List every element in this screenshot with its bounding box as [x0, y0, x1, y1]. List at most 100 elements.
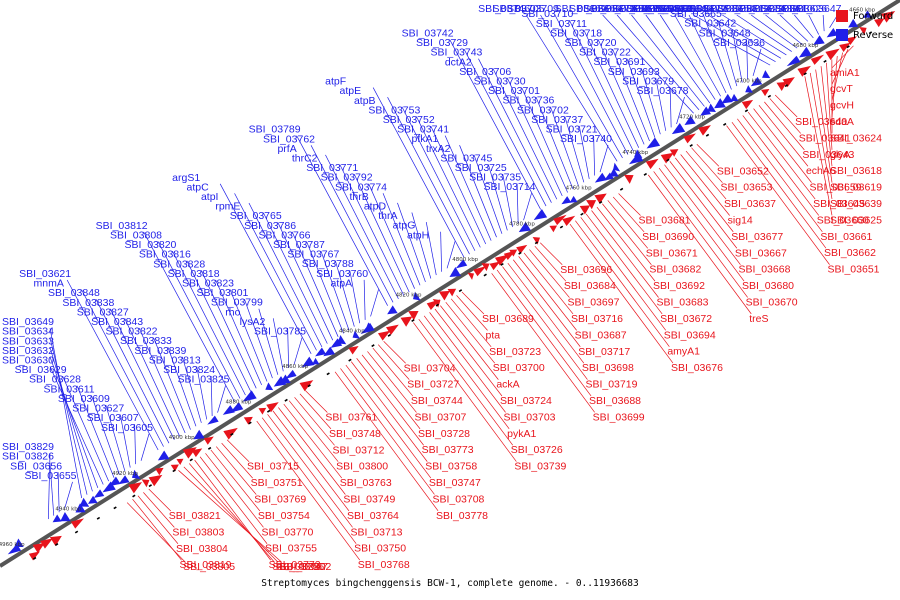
reverse-gene-label[interactable]: atpB [354, 95, 376, 107]
reverse-gene-label[interactable]: SBI_03714 [484, 181, 536, 193]
forward-gene-label[interactable]: SBI_03821 [169, 510, 221, 522]
forward-gene-label[interactable]: glyA [830, 149, 850, 161]
reverse-gene-label[interactable]: SBI_03627 [72, 403, 124, 415]
forward-gene-arrow[interactable] [494, 254, 509, 266]
reverse-gene-label[interactable]: SBI_03823 [182, 278, 234, 290]
forward-gene-arrow[interactable] [49, 535, 62, 547]
forward-gene-arrow[interactable] [553, 214, 567, 226]
forward-gene-label[interactable]: SBI_03750 [354, 543, 406, 555]
reverse-gene-label[interactable]: SBI_03787 [273, 239, 325, 251]
reverse-gene-arrow[interactable] [684, 115, 696, 126]
reverse-gene-label[interactable]: SBI_03691 [593, 56, 645, 68]
reverse-gene-label[interactable]: SBI_03605 [101, 422, 153, 434]
reverse-gene-arrow[interactable] [750, 76, 763, 87]
reverse-gene-arrow[interactable] [352, 330, 360, 339]
reverse-gene-arrow[interactable] [360, 322, 375, 334]
forward-gene-arrow[interactable] [741, 99, 754, 110]
reverse-gene-label[interactable]: SBI_03710 [521, 8, 573, 20]
forward-gene-label[interactable]: SBI_03724 [500, 395, 552, 407]
reverse-gene-label[interactable]: SBI_03725 [455, 162, 507, 174]
forward-gene-label[interactable]: SBI_03803 [172, 526, 224, 538]
forward-gene-label[interactable]: SBI_03699 [593, 411, 645, 423]
forward-gene-label[interactable]: SBI_03653 [720, 182, 772, 194]
forward-gene-arrow[interactable] [874, 18, 885, 28]
reverse-gene-label[interactable]: SBI_03771 [306, 162, 358, 174]
reverse-gene-label[interactable]: SBI_03760 [316, 268, 368, 280]
reverse-gene-label[interactable]: thrA [378, 210, 397, 222]
reverse-gene-label[interactable]: SBI_03665 [670, 8, 722, 20]
forward-gene-label[interactable]: SBI_03704 [404, 362, 456, 374]
forward-gene-label[interactable]: SBI_03713 [351, 526, 403, 538]
reverse-gene-label[interactable]: SBI_03669 [555, 3, 607, 15]
reverse-gene-arrow[interactable] [157, 450, 170, 461]
reverse-gene-label[interactable]: argS1 [172, 172, 200, 184]
reverse-gene-label[interactable]: SBI_03633 [2, 335, 54, 347]
forward-gene-label[interactable]: SBI_03773 [422, 444, 474, 456]
forward-gene-arrow[interactable] [797, 65, 811, 77]
reverse-gene-label[interactable]: SBI_03701 [488, 85, 540, 97]
reverse-gene-label[interactable]: SBI_03824 [163, 364, 215, 376]
forward-gene-label[interactable]: SBI_03670 [746, 296, 798, 308]
reverse-gene-label[interactable]: SBI_03630 [2, 355, 54, 367]
forward-gene-arrow[interactable] [481, 263, 490, 272]
reverse-gene-label[interactable]: SBI_03740 [560, 133, 612, 145]
forward-gene-label[interactable]: SBI_03681 [639, 215, 691, 227]
forward-gene-label[interactable]: SBI_03758 [425, 461, 477, 473]
reverse-gene-label[interactable]: SBI_03838 [62, 297, 114, 309]
reverse-gene-arrow[interactable] [315, 347, 327, 357]
forward-gene-label[interactable]: SBI_03687 [575, 329, 627, 341]
reverse-gene-label[interactable]: SBI_03848 [48, 287, 100, 299]
forward-gene-arrow[interactable] [881, 11, 896, 23]
forward-gene-arrow[interactable] [191, 448, 203, 458]
forward-gene-label[interactable]: SBI_03696 [560, 264, 612, 276]
reverse-gene-arrow[interactable] [707, 103, 716, 112]
forward-gene-arrow[interactable] [266, 402, 279, 413]
reverse-gene-label[interactable]: SBI_03623 [732, 3, 784, 15]
reverse-gene-arrow[interactable] [848, 18, 859, 28]
reverse-gene-arrow[interactable] [721, 93, 733, 104]
reverse-gene-label[interactable]: SBI_03753 [368, 104, 420, 116]
forward-gene-arrow[interactable] [176, 458, 184, 466]
reverse-gene-label[interactable]: atpG [393, 220, 416, 232]
forward-gene-arrow[interactable] [839, 42, 851, 53]
forward-gene-arrow[interactable] [579, 205, 591, 215]
forward-gene-label[interactable]: sdaA [830, 116, 854, 128]
reverse-gene-label[interactable]: SBI_03829 [2, 441, 54, 453]
forward-gene-label[interactable]: SBI_03764 [347, 510, 399, 522]
reverse-gene-arrow[interactable] [594, 172, 607, 183]
reverse-gene-label[interactable]: SBI_03649 [2, 316, 54, 328]
reverse-gene-arrow[interactable] [14, 538, 24, 547]
forward-gene-arrow[interactable] [155, 467, 164, 476]
reverse-gene-arrow[interactable] [79, 497, 90, 507]
reverse-gene-arrow[interactable] [700, 106, 711, 116]
forward-gene-label[interactable]: SBI_03747 [429, 477, 481, 489]
reverse-gene-label[interactable]: atpD [364, 201, 387, 213]
reverse-gene-arrow[interactable] [455, 259, 468, 269]
reverse-gene-arrow[interactable] [337, 335, 347, 345]
reverse-gene-arrow[interactable] [118, 475, 130, 485]
forward-gene-label[interactable]: SBI_03652 [717, 165, 769, 177]
reverse-gene-label[interactable]: atpF [325, 76, 346, 88]
forward-gene-label[interactable]: treS [749, 313, 768, 325]
reverse-gene-label[interactable]: SBI_03742 [402, 27, 454, 39]
forward-gene-arrow[interactable] [348, 346, 359, 355]
reverse-gene-label[interactable]: SBI_03722 [579, 47, 631, 59]
reverse-gene-label[interactable]: SBI_03705 [493, 3, 545, 15]
reverse-gene-label[interactable]: SBI_03766 [259, 229, 311, 241]
reverse-gene-label[interactable]: SBI_03745 [440, 152, 492, 164]
reverse-gene-label[interactable]: SBI_03737 [531, 114, 583, 126]
forward-gene-arrow[interactable] [810, 54, 825, 65]
forward-gene-label[interactable]: SBI_03618 [830, 165, 882, 177]
forward-gene-label[interactable]: SBI_03772 [269, 559, 321, 571]
reverse-gene-label[interactable]: SBI_03828 [153, 258, 205, 270]
reverse-gene-label[interactable]: SBI_03658 [598, 3, 650, 15]
reverse-gene-label[interactable]: SBI_03711 [536, 18, 587, 30]
forward-gene-label[interactable]: SBI_03683 [657, 297, 709, 309]
forward-gene-label[interactable]: SBI_03688 [589, 395, 641, 407]
forward-gene-label[interactable]: SBI_03660 [817, 214, 869, 226]
forward-gene-label[interactable]: SBI_03694 [664, 329, 716, 341]
forward-gene-label[interactable]: SBI_03715 [247, 461, 299, 473]
reverse-gene-arrow[interactable] [60, 512, 71, 522]
reverse-gene-arrow[interactable] [518, 221, 531, 233]
forward-gene-label[interactable]: SBI_03624 [830, 132, 882, 144]
